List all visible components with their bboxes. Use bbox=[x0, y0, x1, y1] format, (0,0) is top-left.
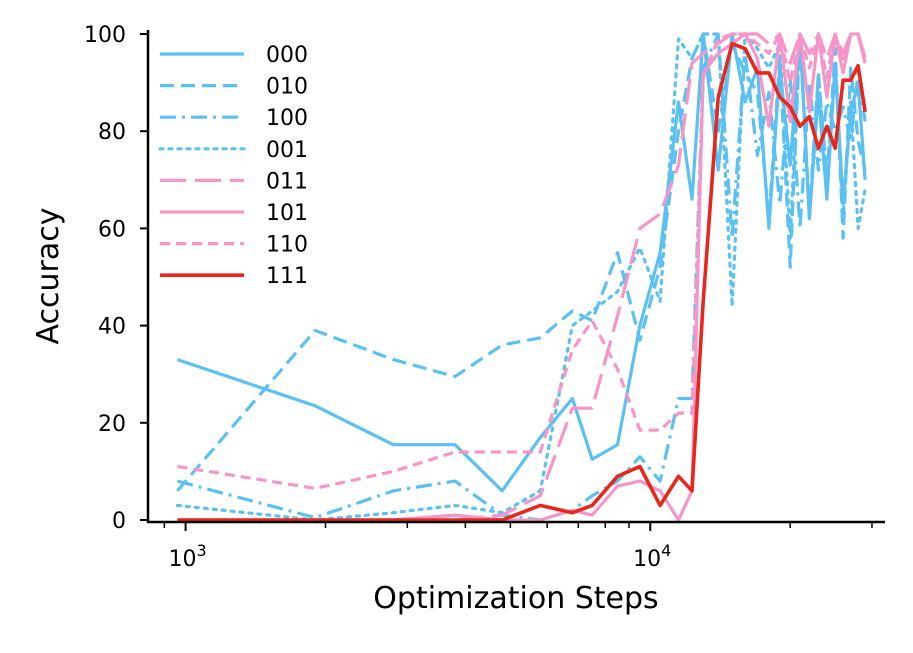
legend-label-001: 001 bbox=[266, 138, 308, 163]
x-tick-label-10000: 104 bbox=[633, 541, 671, 572]
series-line-111 bbox=[177, 41, 867, 522]
series-line-110 bbox=[177, 32, 867, 490]
series-line-000 bbox=[176, 32, 867, 493]
axes-layer bbox=[146, 30, 885, 524]
series-line-101 bbox=[177, 32, 867, 522]
y-tick-label-100: 100 bbox=[84, 23, 126, 48]
legend-label-010: 010 bbox=[266, 75, 308, 100]
y-tick-label-0: 0 bbox=[112, 509, 126, 534]
series-line-010 bbox=[176, 32, 867, 492]
y-tick-label-40: 40 bbox=[98, 315, 126, 340]
series-layer bbox=[175, 32, 867, 522]
y-axis-label: Accuracy bbox=[31, 208, 66, 345]
legend-label-100: 100 bbox=[266, 106, 308, 131]
legend-label-111: 111 bbox=[266, 264, 308, 289]
legend: 000 010 100 001 011 101 110 111 bbox=[158, 43, 308, 289]
legend-label-110: 110 bbox=[266, 233, 308, 258]
series-line-011 bbox=[177, 32, 867, 522]
legend-label-000: 000 bbox=[266, 43, 308, 68]
legend-label-101: 101 bbox=[266, 201, 308, 226]
x-tick-label-1000: 103 bbox=[169, 541, 207, 572]
x-axis-label: Optimization Steps bbox=[373, 581, 658, 616]
legend-label-011: 011 bbox=[266, 169, 308, 194]
y-tick-label-80: 80 bbox=[98, 120, 126, 145]
ticks-layer: 0 20 40 60 80 100 103 104 bbox=[84, 23, 873, 572]
series-line-001 bbox=[175, 32, 867, 522]
y-tick-label-20: 20 bbox=[98, 412, 126, 437]
y-tick-label-60: 60 bbox=[98, 217, 126, 242]
